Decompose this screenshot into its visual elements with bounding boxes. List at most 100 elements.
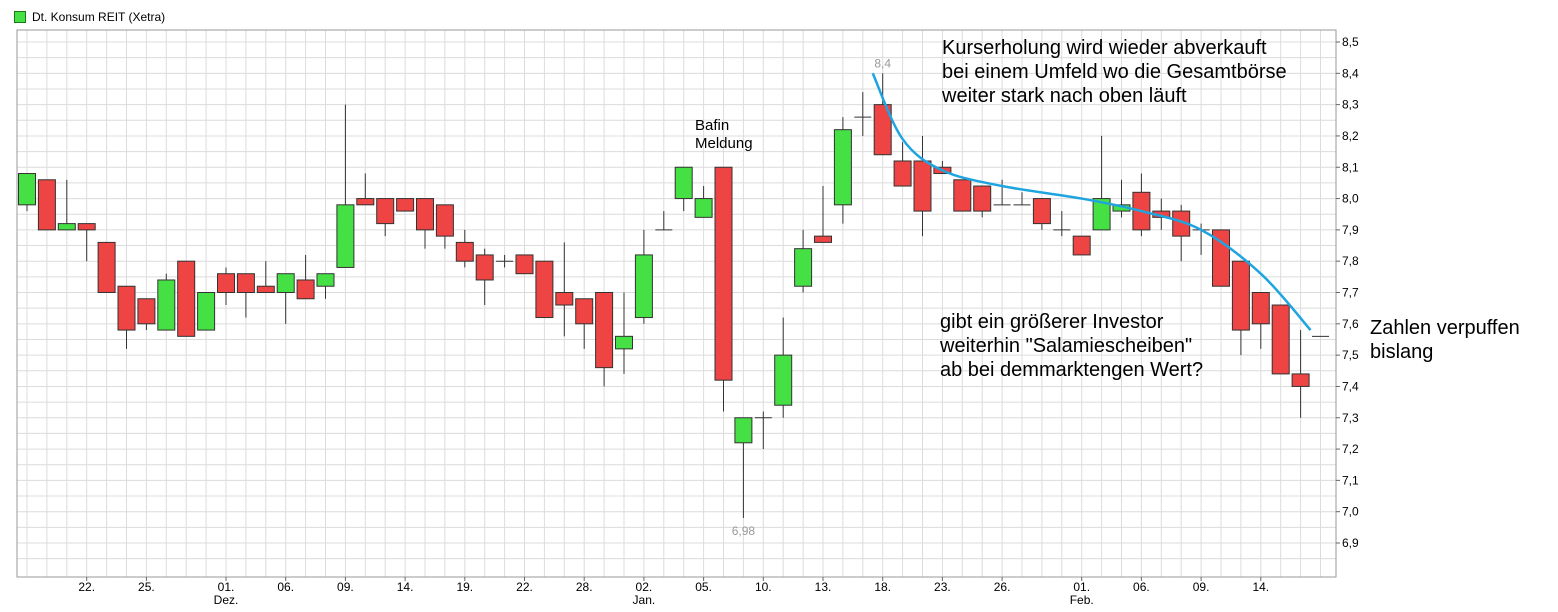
candle xyxy=(18,173,36,212)
candle xyxy=(575,298,594,349)
candle xyxy=(1072,235,1091,256)
x-tick-label: 02. xyxy=(636,580,653,594)
y-tick-label: 8,0 xyxy=(1342,192,1359,206)
x-tick-label: 23. xyxy=(934,580,951,594)
candle-body xyxy=(595,292,614,369)
candle-body xyxy=(833,129,852,206)
candle-body xyxy=(1032,198,1051,225)
candle xyxy=(535,260,554,319)
candle-body xyxy=(515,254,534,275)
candle xyxy=(1032,198,1051,230)
candle xyxy=(276,273,295,324)
candle-body xyxy=(137,298,156,325)
x-tick-label: 09. xyxy=(1193,580,1210,594)
x-tick-label: 05. xyxy=(695,580,712,594)
candle xyxy=(854,92,872,136)
candle xyxy=(455,229,474,268)
candle-body xyxy=(734,417,753,444)
candle-body xyxy=(575,298,594,325)
x-tick-label: 09. xyxy=(337,580,354,594)
candle-body xyxy=(435,204,454,237)
candle-body xyxy=(953,179,972,212)
candle-body xyxy=(276,273,295,293)
candle xyxy=(336,104,355,268)
legend-label: Dt. Konsum REIT (Xetra) xyxy=(32,10,166,24)
candle xyxy=(57,179,76,231)
y-tick-label: 8,4 xyxy=(1342,66,1359,80)
candle-body xyxy=(1072,235,1091,256)
candle-body xyxy=(97,241,116,293)
legend: Dt. Konsum REIT (Xetra) xyxy=(14,9,165,25)
candle xyxy=(674,166,693,212)
candle-body xyxy=(535,260,554,319)
candle-body xyxy=(475,254,494,281)
annotation-far-right: Zahlen verpuffen bislang xyxy=(1370,317,1520,363)
candle xyxy=(555,242,574,337)
candle xyxy=(973,185,992,218)
x-tick-label: 14. xyxy=(1252,580,1269,594)
trend-curve xyxy=(871,72,1312,331)
candle xyxy=(794,229,813,293)
candle xyxy=(396,198,415,212)
candle-body xyxy=(674,166,693,200)
candle xyxy=(873,73,892,156)
candle-body xyxy=(416,198,434,231)
x-tick-label: 26. xyxy=(994,580,1011,594)
candle-body xyxy=(217,273,235,293)
candle-body xyxy=(256,285,275,293)
candle xyxy=(37,179,56,231)
candle xyxy=(814,186,832,243)
candle-body xyxy=(356,198,375,206)
x-tick-month-label: Dez. xyxy=(214,593,239,607)
candle-body xyxy=(336,204,355,268)
candle xyxy=(1231,260,1250,356)
candle-body xyxy=(177,260,196,337)
candle-body xyxy=(57,223,76,231)
candle xyxy=(993,179,1011,206)
candle-body xyxy=(157,279,176,331)
candle xyxy=(316,273,335,299)
y-tick-label: 8,2 xyxy=(1342,129,1359,143)
candle xyxy=(1013,192,1031,206)
candle xyxy=(655,211,673,231)
annotation-mid-right: gibt ein größerer Investor weiterhin "Sa… xyxy=(940,311,1204,381)
candle xyxy=(1291,330,1310,418)
candle-body xyxy=(1291,373,1310,387)
y-tick-label: 7,1 xyxy=(1342,473,1359,487)
extreme-low-label: 6,98 xyxy=(732,524,756,538)
candle xyxy=(1271,304,1290,375)
candle xyxy=(117,285,136,349)
candle xyxy=(177,260,196,337)
candle xyxy=(256,261,275,293)
candle xyxy=(774,317,793,418)
candle xyxy=(913,135,932,237)
candle-body xyxy=(77,223,96,231)
y-tick-label: 6,9 xyxy=(1342,536,1359,550)
y-tick-label: 7,3 xyxy=(1342,411,1359,425)
candle-body xyxy=(913,160,932,212)
candle xyxy=(157,273,176,331)
y-tick-label: 7,9 xyxy=(1342,223,1359,237)
y-tick-label: 8,3 xyxy=(1342,98,1359,112)
candle xyxy=(754,411,772,450)
x-tick-label: 06. xyxy=(1133,580,1150,594)
candle-body xyxy=(296,279,315,300)
x-tick-month-label: Feb. xyxy=(1070,593,1094,607)
candle-body xyxy=(376,198,395,225)
candle-body xyxy=(973,185,992,212)
candle xyxy=(1053,211,1071,237)
y-tick-label: 7,6 xyxy=(1342,317,1359,331)
extreme-high-label: 8,4 xyxy=(874,56,891,70)
y-tick-label: 8,1 xyxy=(1342,160,1359,174)
candle xyxy=(1092,135,1111,231)
candle-body xyxy=(1231,260,1250,331)
candle-body xyxy=(37,179,56,231)
x-tick-label: 22. xyxy=(516,580,533,594)
candle-body xyxy=(634,254,653,319)
candle-body xyxy=(814,235,832,243)
candle xyxy=(595,292,614,387)
candle-body xyxy=(316,273,335,287)
candle xyxy=(376,198,395,237)
candle-body xyxy=(714,166,733,381)
